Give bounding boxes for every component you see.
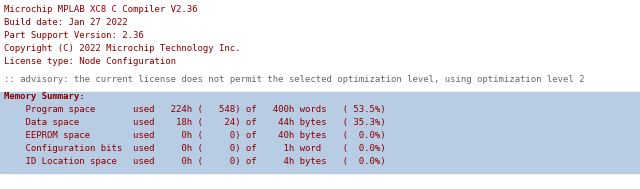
Text: Microchip MPLAB XC8 C Compiler V2.36: Microchip MPLAB XC8 C Compiler V2.36 xyxy=(4,5,198,14)
Text: Copyright (C) 2022 Microchip Technology Inc.: Copyright (C) 2022 Microchip Technology … xyxy=(4,44,241,53)
Text: Data space          used    18h (    24) of    44h bytes   ( 35.3%): Data space used 18h ( 24) of 44h bytes (… xyxy=(4,118,386,127)
Bar xyxy=(0,92,640,173)
Text: Build date: Jan 27 2022: Build date: Jan 27 2022 xyxy=(4,18,127,27)
Text: Configuration bits  used     0h (     0) of     1h word    (  0.0%): Configuration bits used 0h ( 0) of 1h wo… xyxy=(4,144,386,153)
Text: :: advisory: the current license does not permit the selected optimization level: :: advisory: the current license does no… xyxy=(4,75,584,84)
Text: License type: Node Configuration: License type: Node Configuration xyxy=(4,57,176,66)
Text: Part Support Version: 2.36: Part Support Version: 2.36 xyxy=(4,31,144,40)
Text: EEPROM space        used     0h (     0) of    40h bytes   (  0.0%): EEPROM space used 0h ( 0) of 40h bytes (… xyxy=(4,131,386,140)
Text: Program space       used   224h (   548) of   400h words   ( 53.5%): Program space used 224h ( 548) of 400h w… xyxy=(4,105,386,114)
Text: ID Location space   used     0h (     0) of     4h bytes   (  0.0%): ID Location space used 0h ( 0) of 4h byt… xyxy=(4,157,386,166)
Text: Memory Summary:: Memory Summary: xyxy=(4,92,84,101)
